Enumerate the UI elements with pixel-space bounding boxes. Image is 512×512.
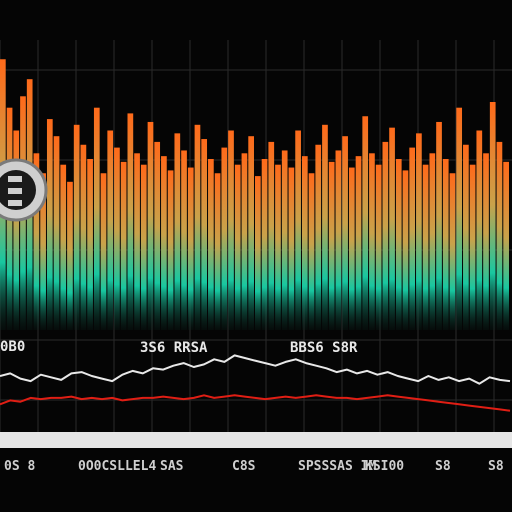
tick-label: SAS — [160, 459, 184, 474]
bar — [429, 153, 436, 330]
line-series-red — [0, 394, 511, 412]
bar — [483, 153, 489, 330]
bar — [362, 116, 369, 330]
bar — [422, 164, 429, 330]
bar — [328, 161, 335, 330]
bar — [248, 136, 254, 330]
bar — [456, 107, 463, 330]
bar — [87, 159, 93, 330]
tick-label: S8 — [435, 459, 451, 474]
bar — [322, 124, 328, 330]
bar — [348, 167, 355, 330]
bar — [228, 130, 234, 330]
bar — [369, 153, 375, 330]
bar — [409, 147, 416, 330]
bar — [134, 153, 140, 330]
bar — [13, 130, 20, 330]
bar — [281, 150, 288, 330]
bar — [140, 164, 147, 330]
bitcoin-coin-icon — [0, 158, 48, 222]
bar — [114, 147, 120, 330]
bar — [301, 156, 308, 330]
bar — [295, 130, 301, 330]
bar — [449, 173, 456, 330]
bar — [53, 136, 60, 330]
tick-label: SPSSSAS IM — [298, 459, 376, 474]
bar — [33, 153, 40, 330]
line-series — [0, 354, 511, 412]
bar — [355, 156, 362, 330]
bar — [261, 159, 268, 330]
bar — [416, 133, 422, 330]
bar — [335, 150, 342, 330]
bar — [194, 124, 201, 330]
bar — [93, 107, 100, 330]
bar — [268, 141, 275, 330]
bar — [60, 164, 67, 330]
bar — [241, 153, 248, 330]
bar — [214, 173, 221, 330]
bar — [120, 161, 127, 330]
tick-label: S8 — [488, 459, 504, 474]
bar — [342, 136, 348, 330]
bar — [107, 130, 114, 330]
bar — [476, 130, 483, 330]
line-series-white — [0, 354, 511, 385]
bar — [46, 119, 53, 330]
bar — [442, 159, 449, 330]
axis-label-left: 0B0 — [0, 339, 25, 355]
bar — [208, 159, 214, 330]
bar — [275, 164, 281, 330]
bar — [221, 147, 228, 330]
chart-label-1: 3S6 RRSA — [140, 340, 208, 356]
bar — [288, 167, 295, 330]
bar — [315, 144, 322, 330]
x-tick-labels: 0S 8 0O0CSLLEL4 SAS C8S SPSSSAS IM KSI00… — [4, 459, 504, 474]
bar — [503, 161, 509, 330]
chart-label-2: BBS6 S8R — [290, 340, 358, 356]
bar — [181, 150, 187, 330]
bar — [67, 181, 73, 330]
bar — [395, 159, 402, 330]
baseline-band — [0, 432, 512, 448]
bar — [489, 102, 496, 330]
tick-label: KSI00 — [365, 459, 404, 474]
bar — [167, 170, 174, 330]
bar — [496, 141, 503, 330]
tick-label: C8S — [232, 459, 256, 474]
bar — [201, 139, 208, 330]
bar — [436, 121, 442, 330]
bar — [174, 133, 181, 330]
bar — [389, 127, 395, 331]
bar — [40, 173, 46, 330]
bar — [80, 144, 87, 330]
tick-label: 0S 8 — [4, 459, 35, 474]
bar — [154, 141, 161, 330]
bar — [463, 144, 469, 330]
bar — [161, 156, 167, 330]
bar — [234, 164, 241, 330]
bar — [127, 113, 134, 331]
bar — [308, 173, 315, 330]
bar — [469, 164, 476, 330]
bar — [382, 141, 389, 330]
bar — [255, 176, 261, 330]
tick-label: 0O0CSLLEL4 — [78, 459, 156, 474]
bar-series — [0, 59, 509, 331]
bar — [187, 167, 194, 330]
bar — [147, 121, 154, 330]
bar — [100, 173, 107, 330]
bar — [375, 164, 382, 330]
bar — [73, 124, 80, 330]
bar — [402, 170, 409, 330]
